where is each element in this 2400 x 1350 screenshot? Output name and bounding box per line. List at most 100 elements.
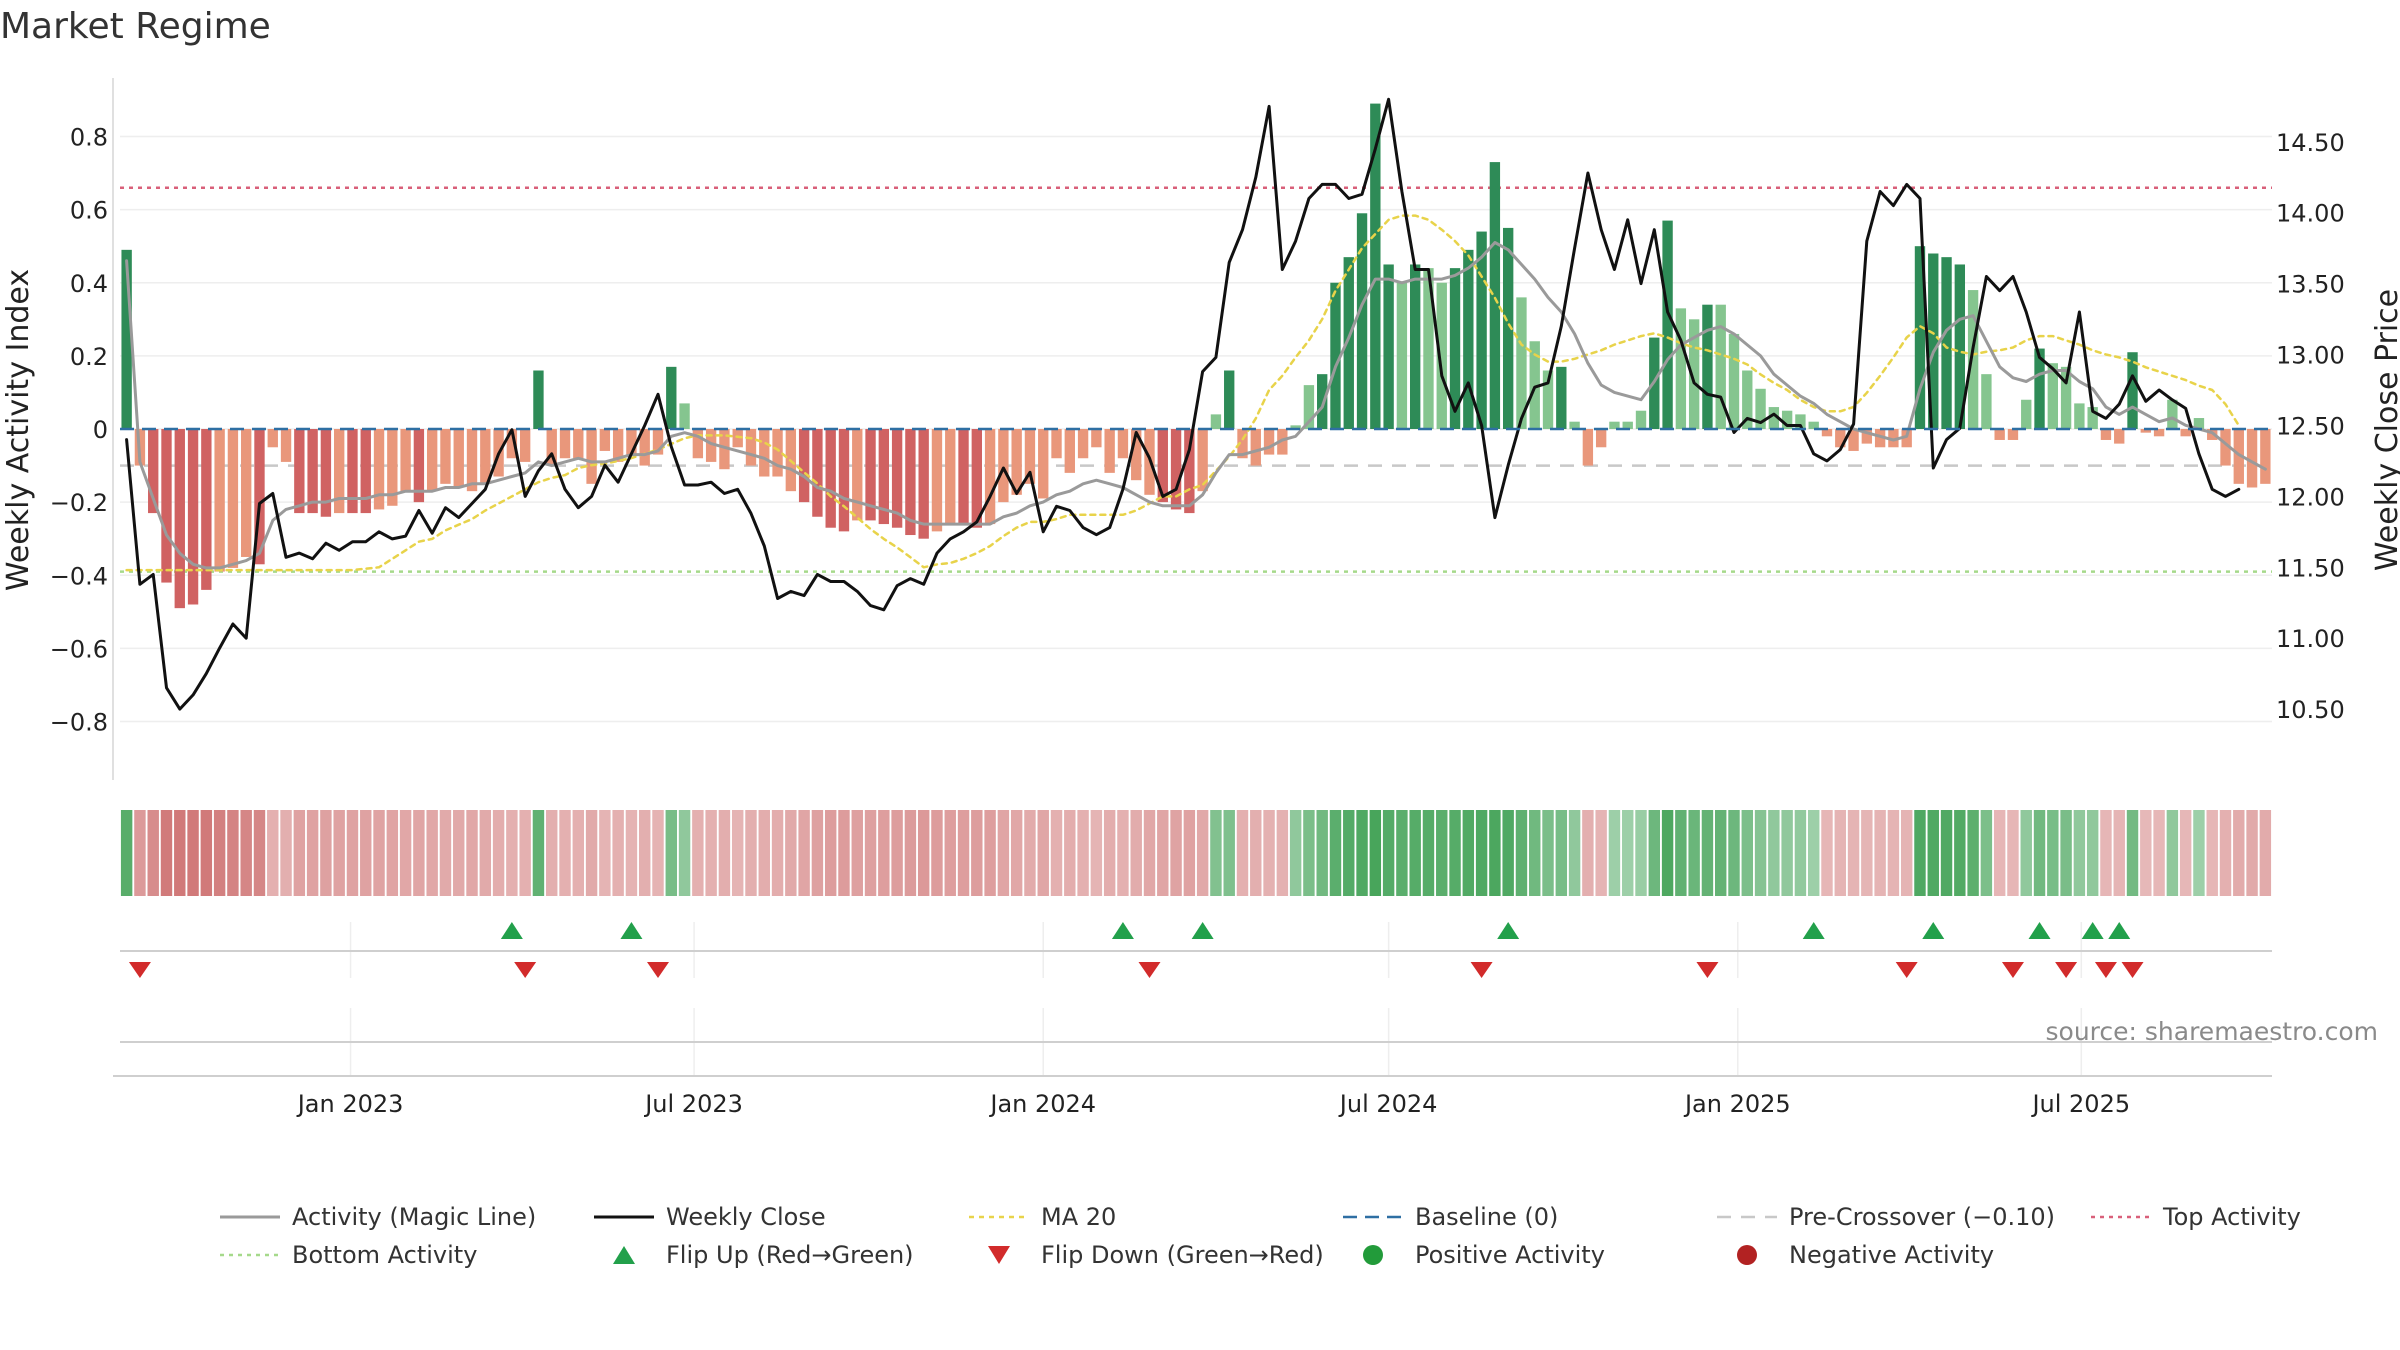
right-tick-label: 12.50 <box>2276 412 2345 440</box>
right-tick-label: 13.50 <box>2276 271 2345 299</box>
regime-strip-cell <box>2020 810 2032 896</box>
activity-bar <box>1263 429 1275 455</box>
regime-strip-cell <box>1343 810 1355 896</box>
activity-bar <box>1742 370 1753 429</box>
regime-strip-cell <box>1582 810 1594 896</box>
regime-strip-cell <box>306 810 319 896</box>
regime-strip-cell <box>931 810 943 896</box>
legend-item: Negative Activity <box>1737 1241 1994 1269</box>
regime-strip-cell <box>1289 810 1302 896</box>
activity-bar <box>2007 429 2019 440</box>
regime-strip-cell <box>2193 810 2205 896</box>
regime-strip-cell <box>466 810 478 896</box>
flip-down-marker <box>128 962 151 978</box>
regime-strip-cell <box>1954 810 1966 896</box>
activity-bar <box>945 429 956 525</box>
legend-label: MA 20 <box>1041 1203 1116 1231</box>
regime-strip-cell <box>200 810 213 896</box>
regime-strip-cell <box>904 810 917 896</box>
activity-bar <box>440 429 451 484</box>
activity-bar <box>1317 374 1328 429</box>
flip-down-marker <box>2094 962 2117 978</box>
activity-bar <box>679 403 690 429</box>
activity-bar <box>1117 429 1129 459</box>
activity-bar <box>1768 407 1780 429</box>
legend-swatch <box>1363 1245 1383 1265</box>
regime-strip-cell <box>2233 810 2245 896</box>
regime-strip-cell <box>1781 810 1793 896</box>
activity-bar <box>2021 399 2032 429</box>
regime-strip-cell <box>227 810 239 896</box>
regime-strip-cell <box>1010 810 1023 896</box>
flip-down-marker <box>2121 962 2144 978</box>
regime-strip-cell <box>1170 810 1182 896</box>
regime-strip-cell <box>1130 810 1142 896</box>
regime-strip-cell <box>758 810 770 896</box>
regime-strip-cell <box>532 810 545 896</box>
legend-item: Baseline (0) <box>1343 1203 1558 1231</box>
left-tick-label: −0.2 <box>50 489 108 517</box>
flip-down-marker <box>2055 962 2078 978</box>
regime-strip-cell <box>971 810 983 896</box>
activity-bar <box>1888 429 1899 448</box>
regime-strip-cell <box>492 810 505 896</box>
regime-strip-cell <box>1967 810 1979 896</box>
legend-item: Positive Activity <box>1363 1241 1605 1269</box>
left-tick-label: 0 <box>93 416 108 444</box>
regime-strip-cell <box>293 810 306 896</box>
chart-title: Market Regime <box>0 6 271 47</box>
regime-strip-cell <box>519 810 531 896</box>
regime-strip-cell <box>1409 810 1421 896</box>
activity-bar <box>586 429 597 484</box>
activity-bar <box>1755 388 1766 429</box>
activity-bar <box>998 429 1009 503</box>
regime-strip-cell <box>1834 810 1846 896</box>
regime-strip-cell <box>612 810 624 896</box>
activity-bar <box>573 429 584 459</box>
left-tick-label: 0.8 <box>70 124 108 152</box>
regime-strip <box>120 810 2272 896</box>
activity-bar <box>1197 429 1208 492</box>
regime-strip-cell <box>213 810 226 896</box>
regime-strip-cell <box>2259 810 2272 896</box>
regime-strip-cell <box>864 810 877 896</box>
flip-up-marker <box>1191 922 1214 939</box>
activity-bar <box>241 429 252 557</box>
activity-bar <box>1330 282 1341 429</box>
activity-bar <box>387 429 398 506</box>
regime-strip-cell <box>1356 810 1368 896</box>
legend: Activity (Magic Line) Weekly Close MA 20 Ba… <box>220 1203 2301 1269</box>
activity-bar <box>1901 429 1912 448</box>
activity-bar <box>1542 370 1554 429</box>
regime-strip-cell <box>878 810 890 896</box>
activity-bar <box>254 429 265 565</box>
regime-strip-cell <box>838 810 850 896</box>
right-tick-label: 14.00 <box>2276 200 2345 228</box>
activity-bar <box>759 429 770 477</box>
activity-bar <box>2167 399 2178 429</box>
right-tick-label: 11.00 <box>2276 625 2345 653</box>
activity-bar <box>1224 370 1235 429</box>
x-tick-label: Jul 2024 <box>1338 1090 1438 1118</box>
regime-strip-cell <box>824 810 837 896</box>
activity-bar <box>1038 429 1049 499</box>
flip-down-marker <box>2001 962 2024 978</box>
activity-bar <box>360 429 371 514</box>
regime-strip-cell <box>665 810 677 896</box>
right-tick-label: 10.50 <box>2276 696 2345 724</box>
activity-bar <box>2047 363 2058 429</box>
legend-item: Flip Up (Red→Green) <box>613 1241 914 1269</box>
activity-bar <box>1476 231 1487 429</box>
activity-bar <box>373 429 385 510</box>
activity-bar <box>2260 429 2271 484</box>
regime-strip-cell <box>1515 810 1528 896</box>
reference-lines <box>120 186 2272 573</box>
regime-strip-cell <box>2033 810 2046 896</box>
activity-bar <box>971 429 982 528</box>
activity-bar <box>1874 429 1886 448</box>
regime-strip-cell <box>2073 810 2086 896</box>
activity-bar <box>2087 407 2098 429</box>
regime-strip-cell <box>1143 810 1156 896</box>
regime-strip-cell <box>1914 810 1926 896</box>
activity-bar <box>1423 268 1434 429</box>
